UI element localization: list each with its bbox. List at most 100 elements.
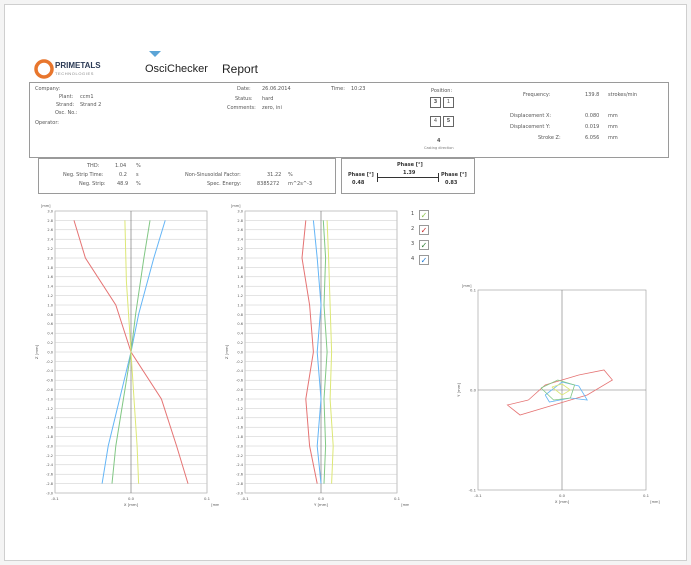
chart-x-y-tick-label: -1.0 [46, 397, 53, 401]
legend-item-number: 2 [411, 226, 415, 232]
chart-y-y-tick-label: 2.0 [237, 256, 243, 260]
chart-y-series-line-3 [322, 220, 328, 484]
chart-xy-x-unit-label: [mm] [650, 500, 660, 504]
chart-y-y-tick-label: -2.6 [236, 473, 243, 477]
comments-label: Comments: [227, 105, 256, 111]
legend-item-number: 4 [411, 256, 415, 262]
chart-xy-x-axis-label: X [mm] [555, 499, 570, 504]
chart-xy-y-tick-label: -0.1 [469, 487, 477, 492]
chart-x-y-tick-label: 2.2 [47, 247, 53, 251]
chart-x-y-unit-label: [mm] [41, 204, 51, 208]
chart-y-y-tick-label: -1.8 [236, 435, 243, 439]
chart-y-y-tick-label: 1.0 [237, 303, 243, 307]
position-cell: 4 [430, 116, 441, 127]
brand-name: PRIMETALS [55, 61, 101, 70]
chart-y-y-tick-label: -0.8 [236, 388, 243, 392]
status-label: Status: [235, 96, 253, 102]
date-label: Date: [237, 86, 251, 92]
chart-xy-y-axis-label: Y [mm] [456, 383, 461, 397]
legend-checkbox[interactable]: ✓ [419, 210, 429, 220]
oscichecker-logo-icon [149, 51, 161, 57]
displacement-y-unit: mm [608, 124, 618, 130]
chart-x-y-tick-label: -0.2 [46, 360, 53, 364]
chart-xy-x-tick-label: -0.1 [474, 493, 482, 498]
chart-y-y-tick-label: 0.2 [237, 341, 243, 345]
position-cell: 1 [443, 97, 454, 108]
chart-x-x-tick-label: -0.1 [51, 496, 59, 501]
plant-label: Plant: [59, 94, 74, 100]
spec-energy-unit: m^2s^-3 [288, 181, 313, 187]
chart-x-x-tick-label: 0.1 [204, 496, 211, 501]
phase-bar [377, 177, 439, 178]
chart-xy-x-tick-label: 0.0 [559, 493, 566, 498]
comments-value: zero, ini [262, 105, 282, 111]
chart-y-y-tick-label: 0.6 [237, 322, 243, 326]
strand-label: Strand: [56, 102, 75, 108]
frequency-value: 139.8 [585, 92, 600, 98]
chart-x-y-tick-label: -2.4 [46, 463, 54, 467]
legend-item-number: 3 [411, 241, 415, 247]
chart-x-y-tick-label: 1.0 [47, 303, 53, 307]
legend-item[interactable]: 4 ✓ [411, 255, 431, 265]
stroke-z-label: Stroke Z: [538, 135, 561, 141]
report-title: Report [222, 62, 259, 76]
chart-y-y-tick-label: -2.8 [236, 482, 243, 486]
chart-x-x-unit-label: [mm] [211, 503, 219, 507]
chart-xy-series-path-2 [544, 381, 588, 403]
neg-strip-time-value: 0.2 [119, 172, 127, 178]
position-cell: 3 [430, 97, 441, 108]
legend-checkbox[interactable]: ✓ [419, 240, 429, 250]
legend-item-number: 1 [411, 211, 415, 217]
legend-checkbox[interactable]: ✓ [419, 255, 429, 265]
logo-ring-icon [34, 59, 54, 79]
thd-label: THD: [87, 163, 100, 169]
position-marker: 4 [437, 138, 441, 144]
chart-x-y-tick-label: -2.2 [46, 454, 53, 458]
time-value: 10:23 [351, 86, 366, 92]
chart-x-y-axis-label: Z [mm] [34, 344, 39, 359]
chart-y-y-tick-label: 2.8 [237, 219, 243, 223]
chart-y-series-line-4 [326, 220, 334, 484]
chart-y-series-line-2 [312, 220, 322, 484]
phase-right-label: Phase [°] [441, 172, 467, 178]
chart-x-x-axis-label: X [mm] [124, 502, 139, 507]
chart-y-y-tick-label: 1.4 [237, 285, 243, 289]
time-label: Time: [331, 86, 345, 92]
chart-x-y-tick-label: -3.0 [46, 491, 53, 495]
chart-y-y-tick-label: -1.2 [236, 407, 243, 411]
chart-x-y-tick-label: 2.0 [47, 256, 53, 260]
chart-y-y-tick-label: -0.4 [236, 369, 244, 373]
position-cell: 5 [443, 116, 454, 127]
status-value: hard [262, 96, 274, 102]
displacement-x-value: 0.080 [585, 113, 600, 119]
neg-strip-unit: % [136, 181, 141, 187]
report-sheet: PRIMETALS TECHNOLOGIES OsciChecker Repor… [4, 4, 687, 561]
legend-item[interactable]: 1 ✓ [411, 210, 431, 220]
legend-item[interactable]: 3 ✓ [411, 240, 431, 250]
chart-x-x-tick-label: 0.0 [128, 496, 135, 501]
chart-y-y-tick-label: -0.2 [236, 360, 243, 364]
chart-xy-y-tick-label: 0.1 [470, 287, 477, 292]
chart-x-y-tick-label: 2.8 [47, 219, 53, 223]
phase-bar-left-tick [377, 173, 378, 182]
position-label: Position: [431, 88, 453, 94]
chart-y-y-tick-label: -2.4 [236, 463, 244, 467]
chart-y-y-tick-label: 2.6 [237, 228, 243, 232]
chart-x-vs-y: 0.1 0.0 -0.1-0.1 0.0 0.1 X [mm] [mm] [mm] Y [mm] [456, 284, 660, 504]
chart-x-y-tick-label: 1.4 [47, 285, 53, 289]
chart-y-y-tick-label: -1.0 [236, 397, 243, 401]
chart-y-y-tick-label: 0.4 [237, 332, 243, 336]
chart-x-y-tick-label: -1.2 [46, 407, 53, 411]
neg-strip-label: Neg. Strip: [79, 181, 106, 187]
chart-x-y-tick-label: 1.8 [47, 266, 53, 270]
casting-direction-label: Casting direction [424, 146, 454, 150]
position-grid: 3 1 4 5 [430, 97, 454, 135]
chart-y-y-tick-label: 0.0 [237, 350, 243, 354]
primetals-logo: PRIMETALS TECHNOLOGIES [33, 58, 143, 82]
chart-x-y-tick-label: 2.4 [47, 238, 53, 242]
frequency-unit: strokes/min [608, 92, 638, 98]
chart-x-y-tick-label: 2.6 [47, 228, 53, 232]
chart-x-series-line-4 [124, 220, 140, 484]
legend-item[interactable]: 2 ✓ [411, 225, 431, 235]
legend-checkbox[interactable]: ✓ [419, 225, 429, 235]
